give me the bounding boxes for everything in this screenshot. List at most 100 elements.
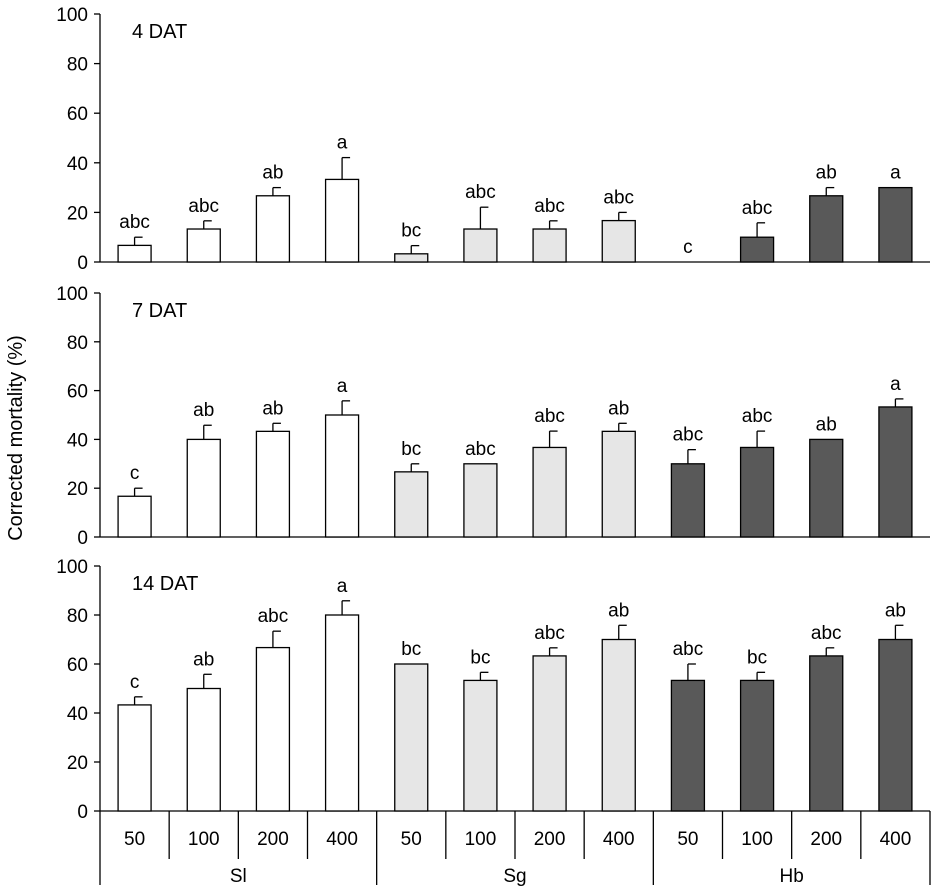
y-tick-label: 20 [67,203,88,224]
significance-label: c [130,672,140,693]
y-tick-label: 40 [67,154,88,175]
significance-label: abc [188,196,219,217]
significance-label: ab [608,600,629,621]
bar [739,446,775,538]
significance-label: abc [465,182,496,203]
panel-label: 14 DAT [132,573,198,595]
bar [670,679,706,812]
bar [324,614,360,812]
bar [186,228,221,263]
y-tick-label: 20 [67,479,88,500]
x-tick-label: 50 [401,829,422,850]
y-tick-label: 20 [67,753,88,774]
bar [394,253,429,263]
significance-label: a [337,133,348,154]
x-tick-label: 200 [810,829,842,850]
bar [739,236,775,263]
y-tick-label: 100 [56,5,88,26]
y-tick-label: 0 [77,253,88,274]
significance-label: bc [470,647,490,668]
significance-label: abc [742,198,773,219]
y-tick-label: 40 [67,430,88,451]
significance-label: bc [401,221,421,242]
bar [878,186,913,263]
bar [394,663,429,812]
significance-label: abc [534,196,565,217]
panel-label: 7 DAT [132,300,187,322]
significance-label: ab [193,400,214,421]
significance-label: abc [811,623,842,644]
significance-label: a [337,576,348,597]
bar [117,244,152,263]
bar [601,638,636,812]
bar [601,430,636,538]
significance-label: abc [465,439,496,460]
x-tick-label: 100 [741,829,773,850]
significance-label: abc [119,212,150,233]
significance-label: abc [534,406,565,427]
significance-label: abc [742,406,773,427]
x-tick-label: 200 [257,829,289,850]
significance-label: ab [608,398,629,419]
y-tick-label: 80 [67,333,88,354]
y-tick-label: 80 [67,606,88,627]
y-tick-label: 0 [77,528,88,549]
significance-label: c [130,463,140,484]
x-tick-label: 400 [880,829,912,850]
x-axis: 50 100 200 400 50 100 200 400 50 100 200 400 Sl Sg Hb [99,811,931,887]
significance-label: ab [262,163,283,184]
significance-label: abc [534,623,565,644]
y-tick-label: 60 [67,104,88,125]
significance-label: ab [885,600,906,621]
bar [186,687,221,812]
bar [878,638,913,812]
bar [809,195,844,263]
significance-label: ab [262,398,283,419]
bar [532,655,567,812]
y-tick-label: 80 [67,55,88,76]
y-tick-label: 0 [77,802,88,823]
significance-label: bc [747,647,767,668]
x-tick-label: 50 [677,829,698,850]
significance-label: abc [603,187,634,208]
bar [324,414,360,538]
bar [117,704,152,812]
significance-label: ab [816,163,837,184]
bar [463,228,498,263]
significance-label: ab [193,649,214,670]
bar [809,438,844,538]
significance-label: a [890,163,901,184]
y-tick-label: 60 [67,382,88,403]
bar [117,495,152,538]
significance-label: bc [401,639,421,660]
bar [532,446,567,538]
bar [255,195,291,263]
bar [463,679,498,812]
significance-label: abc [258,606,289,627]
bar [255,646,291,812]
x-tick-label: 100 [465,829,497,850]
y-tick-label: 100 [56,557,88,578]
bar [532,228,567,263]
panel-label: 4 DAT [132,21,187,43]
significance-label: abc [673,639,704,660]
bar [670,463,706,538]
x-tick-label: 400 [326,829,358,850]
bar [739,679,775,812]
group-label: Hb [780,866,804,887]
bar [878,406,913,538]
bar [809,655,844,812]
significance-label: a [337,376,348,397]
significance-label: abc [673,425,704,446]
y-tick-label: 60 [67,655,88,676]
bar [601,219,636,263]
y-tick-label: 100 [56,284,88,305]
x-tick-label: 100 [188,829,220,850]
significance-label: bc [401,439,421,460]
bar [324,178,360,263]
y-axis-label: Corrected mortality (%) [5,335,27,541]
